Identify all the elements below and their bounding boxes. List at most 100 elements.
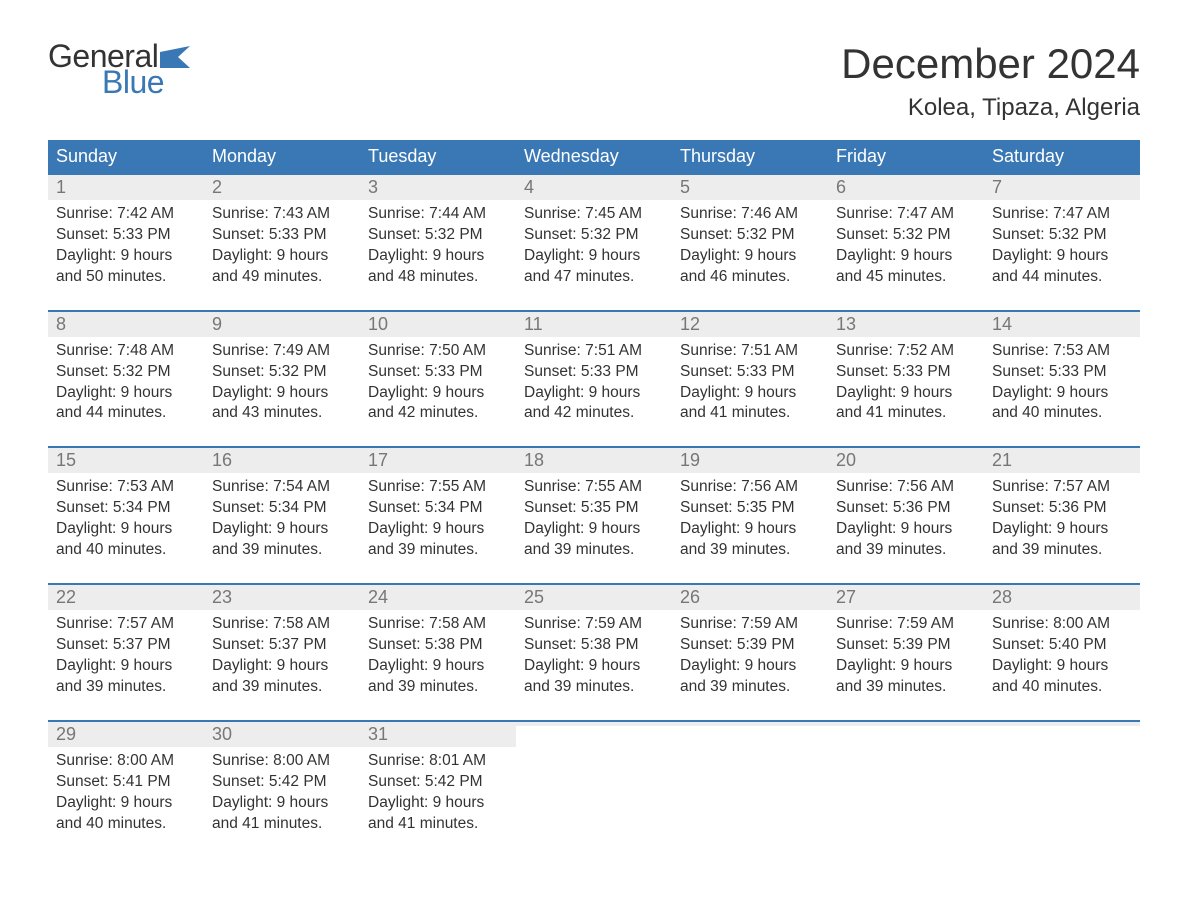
daynum-row: 15 <box>48 448 204 473</box>
sunset-line: Sunset: 5:34 PM <box>56 498 196 519</box>
sunrise-line: Sunrise: 7:51 AM <box>680 341 820 362</box>
sunrise-line: Sunrise: 7:50 AM <box>368 341 508 362</box>
day-number: 19 <box>680 450 700 470</box>
day-number: 13 <box>836 314 856 334</box>
daynum-row: 17 <box>360 448 516 473</box>
calendar-week: 29Sunrise: 8:00 AMSunset: 5:41 PMDayligh… <box>48 720 1140 839</box>
day-number: 18 <box>524 450 544 470</box>
daylight-line-2: and 44 minutes. <box>992 267 1132 288</box>
daylight-line-2: and 39 minutes. <box>524 540 664 561</box>
sunset-line: Sunset: 5:34 PM <box>368 498 508 519</box>
daylight-line-1: Daylight: 9 hours <box>524 519 664 540</box>
day-number: 22 <box>56 587 76 607</box>
calendar: SundayMondayTuesdayWednesdayThursdayFrid… <box>48 140 1140 838</box>
logo: General Blue <box>48 40 190 98</box>
daylight-line-2: and 39 minutes. <box>212 540 352 561</box>
dow-cell: Tuesday <box>360 140 516 173</box>
daylight-line-1: Daylight: 9 hours <box>212 793 352 814</box>
sunset-line: Sunset: 5:33 PM <box>680 362 820 383</box>
sunset-line: Sunset: 5:32 PM <box>524 225 664 246</box>
daylight-line-1: Daylight: 9 hours <box>212 656 352 677</box>
sunrise-line: Sunrise: 7:59 AM <box>524 614 664 635</box>
daylight-line-2: and 39 minutes. <box>368 677 508 698</box>
sunrise-line: Sunrise: 8:00 AM <box>992 614 1132 635</box>
day-number: 30 <box>212 724 232 744</box>
day-number: 8 <box>56 314 66 334</box>
daylight-line-2: and 39 minutes. <box>992 540 1132 561</box>
daylight-line-1: Daylight: 9 hours <box>56 519 196 540</box>
sunset-line: Sunset: 5:37 PM <box>56 635 196 656</box>
daynum-row <box>672 722 828 726</box>
daynum-row: 29 <box>48 722 204 747</box>
sunset-line: Sunset: 5:32 PM <box>836 225 976 246</box>
daylight-line-1: Daylight: 9 hours <box>212 383 352 404</box>
dow-cell: Wednesday <box>516 140 672 173</box>
calendar-day: 8Sunrise: 7:48 AMSunset: 5:32 PMDaylight… <box>48 312 204 429</box>
day-number: 11 <box>524 314 543 334</box>
daynum-row: 13 <box>828 312 984 337</box>
page-title: December 2024 <box>841 40 1140 88</box>
day-number: 12 <box>680 314 700 334</box>
calendar-week: 8Sunrise: 7:48 AMSunset: 5:32 PMDaylight… <box>48 310 1140 429</box>
daylight-line-2: and 40 minutes. <box>56 540 196 561</box>
sunset-line: Sunset: 5:33 PM <box>212 225 352 246</box>
sunrise-line: Sunrise: 7:49 AM <box>212 341 352 362</box>
sunrise-line: Sunrise: 7:42 AM <box>56 204 196 225</box>
dow-cell: Friday <box>828 140 984 173</box>
daylight-line-1: Daylight: 9 hours <box>680 383 820 404</box>
calendar-day: 25Sunrise: 7:59 AMSunset: 5:38 PMDayligh… <box>516 585 672 702</box>
daylight-line-1: Daylight: 9 hours <box>992 656 1132 677</box>
day-number: 3 <box>368 177 378 197</box>
dow-header: SundayMondayTuesdayWednesdayThursdayFrid… <box>48 140 1140 173</box>
daynum-row: 23 <box>204 585 360 610</box>
sunset-line: Sunset: 5:32 PM <box>992 225 1132 246</box>
sunrise-line: Sunrise: 8:00 AM <box>56 751 196 772</box>
sunrise-line: Sunrise: 8:00 AM <box>212 751 352 772</box>
sunrise-line: Sunrise: 7:59 AM <box>836 614 976 635</box>
day-number: 17 <box>368 450 388 470</box>
sunrise-line: Sunrise: 7:47 AM <box>836 204 976 225</box>
daylight-line-1: Daylight: 9 hours <box>368 656 508 677</box>
calendar-day <box>516 722 672 839</box>
sunset-line: Sunset: 5:42 PM <box>212 772 352 793</box>
daylight-line-1: Daylight: 9 hours <box>368 793 508 814</box>
daylight-line-2: and 40 minutes. <box>992 403 1132 424</box>
daylight-line-1: Daylight: 9 hours <box>56 793 196 814</box>
sunset-line: Sunset: 5:33 PM <box>992 362 1132 383</box>
sunset-line: Sunset: 5:36 PM <box>992 498 1132 519</box>
calendar-week: 1Sunrise: 7:42 AMSunset: 5:33 PMDaylight… <box>48 173 1140 292</box>
daylight-line-2: and 39 minutes. <box>212 677 352 698</box>
daylight-line-1: Daylight: 9 hours <box>680 519 820 540</box>
sunset-line: Sunset: 5:38 PM <box>524 635 664 656</box>
sunset-line: Sunset: 5:36 PM <box>836 498 976 519</box>
sunrise-line: Sunrise: 7:58 AM <box>368 614 508 635</box>
daynum-row: 4 <box>516 175 672 200</box>
dow-cell: Sunday <box>48 140 204 173</box>
daylight-line-1: Daylight: 9 hours <box>836 383 976 404</box>
daylight-line-2: and 41 minutes. <box>836 403 976 424</box>
sunset-line: Sunset: 5:32 PM <box>680 225 820 246</box>
calendar-day: 19Sunrise: 7:56 AMSunset: 5:35 PMDayligh… <box>672 448 828 565</box>
calendar-day: 30 Sunrise: 8:00 AMSunset: 5:42 PMDayligh… <box>204 722 360 839</box>
daylight-line-1: Daylight: 9 hours <box>368 246 508 267</box>
sunset-line: Sunset: 5:39 PM <box>836 635 976 656</box>
calendar-day: 12 Sunrise: 7:51 AMSunset: 5:33 PMDayligh… <box>672 312 828 429</box>
day-number: 20 <box>836 450 856 470</box>
daylight-line-1: Daylight: 9 hours <box>992 383 1132 404</box>
daynum-row: 25 <box>516 585 672 610</box>
header: General Blue December 2024 Kolea, Tipaza… <box>48 40 1140 122</box>
sunrise-line: Sunrise: 8:01 AM <box>368 751 508 772</box>
daynum-row: 16 <box>204 448 360 473</box>
sunset-line: Sunset: 5:38 PM <box>368 635 508 656</box>
daylight-line-2: and 41 minutes. <box>212 814 352 835</box>
calendar-day <box>828 722 984 839</box>
day-number: 26 <box>680 587 700 607</box>
daylight-line-1: Daylight: 9 hours <box>680 246 820 267</box>
dow-cell: Monday <box>204 140 360 173</box>
daynum-row: 1 <box>48 175 204 200</box>
calendar-day: 27Sunrise: 7:59 AMSunset: 5:39 PMDayligh… <box>828 585 984 702</box>
daylight-line-1: Daylight: 9 hours <box>212 246 352 267</box>
sunset-line: Sunset: 5:33 PM <box>368 362 508 383</box>
daylight-line-1: Daylight: 9 hours <box>368 383 508 404</box>
dow-cell: Saturday <box>984 140 1140 173</box>
